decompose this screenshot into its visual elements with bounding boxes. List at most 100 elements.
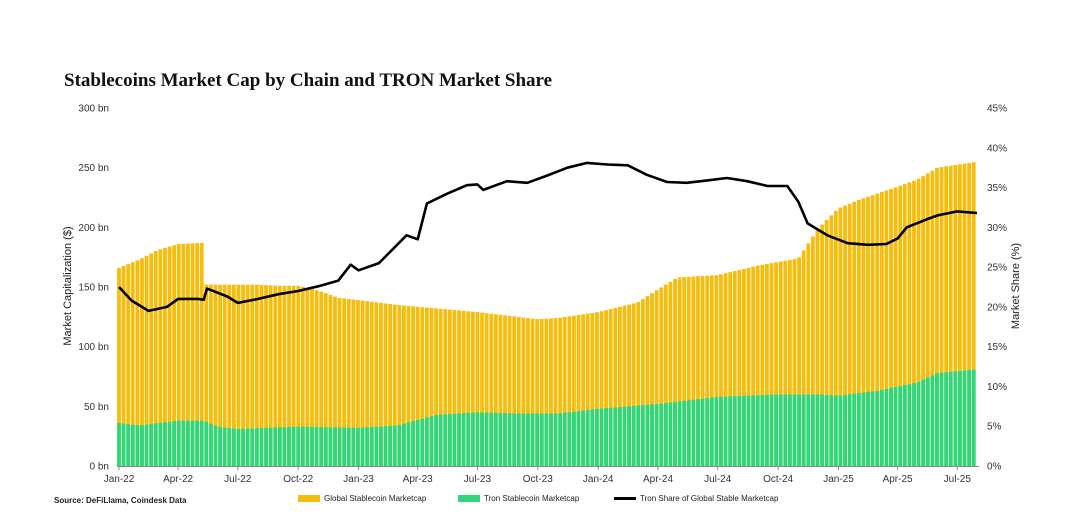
bar-global-78: [475, 312, 480, 466]
bar-global-83: [498, 314, 503, 466]
x-tick-5: Apr-23: [403, 474, 433, 485]
bar-tron-23: [222, 427, 227, 466]
bar-tron-175: [921, 379, 926, 466]
bar-global-155: [829, 215, 834, 466]
bar-tron-136: [742, 395, 746, 466]
bar-tron-82: [493, 412, 498, 466]
bar-tron-16: [190, 420, 195, 466]
bar-tron-131: [719, 396, 723, 466]
bar-global-150: [806, 243, 811, 466]
bar-tron-12: [172, 421, 177, 466]
bar-global-147: [792, 259, 797, 466]
bar-global-158: [843, 205, 847, 467]
bar-global-86: [512, 316, 517, 466]
bar-global-126: [696, 276, 700, 466]
y-right-tick-6: 30%: [987, 223, 1007, 234]
bar-tron-20: [209, 423, 213, 466]
bar-global-94: [549, 318, 553, 466]
bar-tron-153: [820, 394, 824, 466]
bar-global-8: [153, 251, 158, 466]
bar-tron-25: [231, 428, 236, 466]
bar-global-34: [273, 285, 278, 466]
bar-global-119: [663, 284, 668, 466]
bar-global-105: [599, 311, 604, 466]
bar-tron-41: [305, 426, 310, 466]
bar-global-10: [163, 247, 167, 466]
bar-tron-68: [429, 416, 434, 466]
bar-global-152: [815, 229, 820, 466]
bar-global-72: [447, 309, 452, 466]
bar-global-110: [622, 305, 627, 466]
bar-tron-151: [810, 394, 815, 466]
bar-tron-144: [778, 394, 783, 466]
bar-tron-180: [944, 372, 949, 466]
bar-tron-123: [682, 400, 687, 466]
bar-tron-61: [397, 424, 402, 466]
y-right-tick-5: 25%: [987, 263, 1007, 274]
bar-global-123: [682, 277, 687, 466]
bar-tron-53: [360, 427, 365, 466]
bar-tron-4: [135, 425, 140, 466]
bar-global-185: [967, 162, 972, 466]
bar-tron-94: [549, 413, 553, 466]
bar-global-20: [209, 284, 213, 466]
bar-tron-97: [562, 412, 567, 466]
bar-tron-59: [388, 425, 393, 466]
bar-tron-85: [507, 413, 512, 466]
bar-global-133: [728, 272, 733, 466]
bar-tron-42: [310, 426, 314, 466]
line-series-group: [118, 161, 978, 313]
bar-tron-170: [898, 386, 903, 466]
bar-global-132: [723, 273, 728, 466]
y-left-tick-6: 300 bn: [78, 104, 109, 115]
bar-global-13: [176, 244, 181, 466]
bar-global-65: [415, 306, 420, 466]
bar-tron-122: [677, 401, 682, 466]
legend-swatch-share: [614, 497, 636, 500]
bar-tron-143: [774, 394, 779, 466]
bar-tron-40: [300, 426, 305, 466]
bar-tron-146: [788, 394, 792, 466]
bar-tron-48: [337, 427, 342, 466]
bar-global-55: [369, 301, 374, 466]
bar-tron-93: [544, 413, 549, 466]
bar-tron-155: [829, 395, 834, 466]
bar-tron-115: [645, 404, 650, 466]
bar-global-98: [567, 316, 572, 466]
bar-global-53: [360, 300, 365, 466]
bar-global-102: [585, 313, 590, 466]
bar-global-116: [650, 293, 654, 466]
bar-global-162: [861, 198, 866, 466]
bar-tron-112: [631, 405, 636, 466]
bar-global-50: [346, 298, 351, 466]
bar-tron-89: [526, 413, 530, 466]
bar-tron-17: [195, 420, 200, 466]
x-tick-10: Jul-24: [704, 474, 732, 485]
bar-global-100: [576, 314, 581, 466]
bar-tron-141: [765, 394, 769, 466]
bar-global-142: [769, 263, 774, 466]
bar-tron-173: [912, 383, 916, 466]
chart-title: Stablecoins Market Cap by Chain and TRON…: [64, 70, 553, 91]
bar-tron-69: [434, 415, 438, 466]
bar-global-42: [310, 289, 314, 466]
bar-global-63: [406, 305, 411, 466]
right-axis: 0% 5% 10% 15% 20% 25% 30% 35% 40% 45%: [987, 104, 1007, 473]
bar-tron-88: [521, 413, 526, 466]
bar-global-171: [902, 184, 907, 466]
bar-global-161: [856, 199, 861, 466]
bar-tron-10: [163, 422, 167, 466]
bar-global-61: [397, 305, 402, 466]
bar-global-130: [714, 275, 719, 466]
bar-global-87: [516, 316, 521, 466]
bar-global-145: [783, 260, 788, 466]
bar-tron-157: [838, 395, 843, 466]
bar-global-9: [158, 249, 163, 466]
y-right-tick-0: 0%: [987, 462, 1002, 473]
bar-global-174: [916, 178, 921, 466]
bar-global-11: [167, 246, 172, 466]
bar-tron-58: [383, 426, 388, 466]
bar-tron-152: [815, 394, 820, 466]
bar-tron-116: [650, 404, 654, 466]
